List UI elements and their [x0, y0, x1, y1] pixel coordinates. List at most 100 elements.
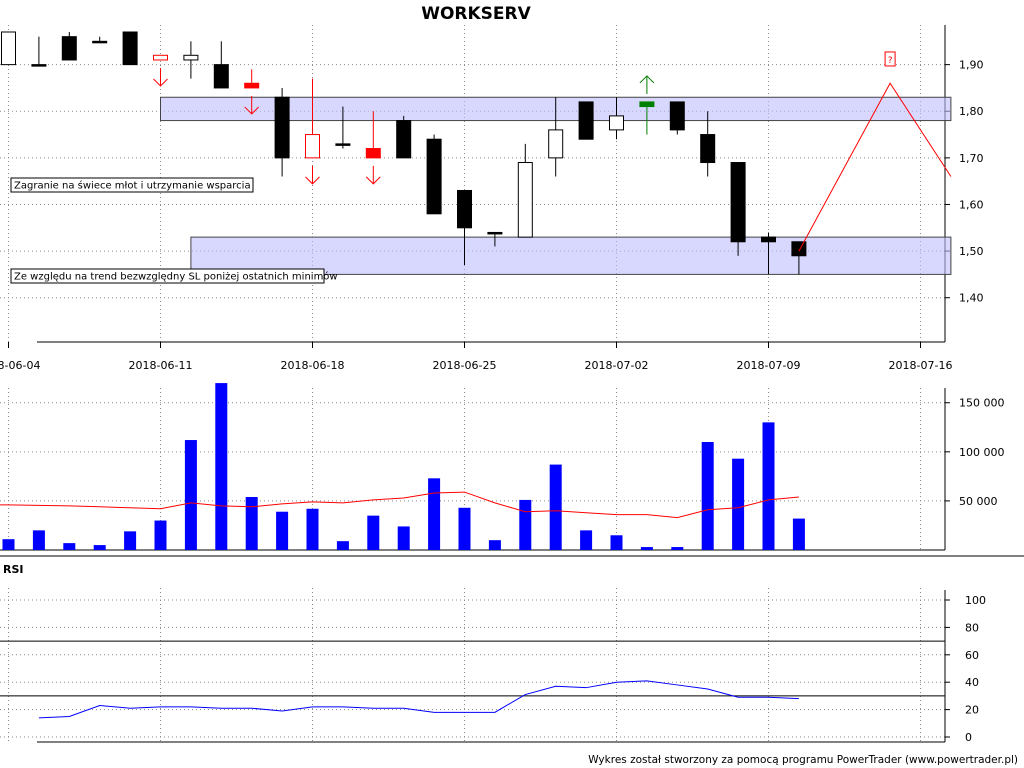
annotation-text: Ze względu na trend bezwzględny SL poniż… [14, 271, 338, 283]
buy-signal-arrow [639, 75, 655, 94]
volume-bar [519, 499, 532, 550]
arrow-head [305, 176, 320, 185]
candle-body [335, 143, 351, 146]
projection-marker: ? [888, 56, 893, 66]
volume-bar [93, 545, 106, 550]
volume-bar [792, 518, 805, 550]
volume-bar [306, 508, 319, 550]
volume-bar [32, 530, 45, 550]
annotation-box [10, 177, 254, 193]
arrow-head [639, 75, 655, 84]
date-label: 2018-06-04 [0, 359, 40, 372]
footer-credit: Wykres został stworzony za pomocą progra… [588, 754, 1018, 766]
candle-body [31, 64, 47, 67]
candle-body [244, 82, 260, 89]
projection-line [798, 82, 952, 252]
rsi-y-tick-label: 20 [965, 704, 979, 717]
candle-body [730, 162, 746, 243]
volume-bar [580, 530, 593, 550]
candle-body [213, 64, 229, 89]
rsi-line [38, 680, 799, 719]
price-y-tick-label: 1,40 [959, 292, 984, 305]
candle-body [396, 120, 412, 159]
candle-body [761, 236, 776, 243]
rsi-y-tick-label: 60 [965, 649, 979, 662]
volume-bar [124, 531, 137, 550]
volume-bar [245, 496, 258, 550]
volume-bar [215, 383, 228, 550]
candle-body [548, 129, 564, 159]
candle-body [669, 101, 685, 131]
candle-body [92, 40, 108, 44]
price-y-tick-label: 1,90 [959, 59, 984, 72]
volume-bar [671, 547, 684, 550]
candle-body [365, 148, 381, 159]
rsi-title: RSI [3, 563, 24, 576]
rsi-y-tick-label: 80 [965, 621, 979, 634]
candle-body [578, 101, 594, 140]
rsi-pane: RSI 0 20 40 60 80 100 [0, 563, 986, 744]
candle-body [791, 241, 807, 257]
arrow-head [365, 176, 381, 185]
volume-y-tick-label: 150 000 [959, 397, 1005, 410]
candle-body [487, 231, 503, 235]
volume-pane: 50 000 100 000 150 000 [0, 383, 1024, 557]
date-label: 2018-06-18 [281, 359, 345, 372]
volume-bar [458, 507, 471, 550]
candle-body [274, 96, 290, 159]
price-y-tick-label: 1,50 [959, 245, 984, 258]
date-label: 2018-07-09 [737, 359, 801, 372]
volume-bar [762, 422, 775, 550]
volume-bar [63, 543, 76, 550]
date-label: 2018-06-11 [129, 359, 193, 372]
candle-body [183, 54, 199, 61]
price-y-tick-label: 1,70 [959, 152, 984, 165]
candle-body [61, 36, 77, 61]
annotation-box [10, 268, 325, 284]
volume-bar [732, 458, 745, 550]
volume-bar [2, 539, 15, 550]
volume-bar [610, 535, 623, 550]
candle-body [1, 31, 16, 66]
sell-signal-arrow [153, 67, 168, 87]
price-pane: 1,40 1,50 1,60 1,70 1,80 1,90 2018-06-04 2018-0… [0, 25, 984, 372]
projection-marker-box [884, 51, 896, 67]
candle-body [305, 134, 320, 159]
date-label: 2018-07-16 [889, 359, 953, 372]
volume-bar [276, 511, 289, 550]
chart-title: WORKSERV [421, 4, 531, 24]
volume-bar [367, 515, 380, 550]
annotation-text: Zagranie na świece młot i utrzymanie wsp… [14, 180, 251, 192]
sell-signal-arrow [305, 165, 320, 185]
arrow-head [244, 106, 260, 115]
volume-y-tick-label: 50 000 [959, 495, 998, 508]
price-y-tick-label: 1,80 [959, 105, 984, 118]
candle-body [639, 101, 655, 108]
volume-moving-average [0, 491, 799, 519]
sell-signal-arrow [365, 165, 381, 185]
date-label: 2018-06-25 [433, 359, 497, 372]
candle-body [700, 134, 716, 164]
candle-body [122, 31, 138, 66]
rsi-y-tick-label: 0 [965, 731, 972, 744]
volume-bar [640, 547, 653, 550]
volume-y-tick-label: 100 000 [959, 446, 1005, 459]
sell-signal-arrow [244, 95, 260, 115]
volume-bar [549, 464, 562, 550]
volume-bar [428, 478, 441, 550]
candle-body [426, 138, 442, 215]
candle-body [457, 189, 472, 229]
date-label: 2018-07-02 [585, 359, 649, 372]
price-y-tick-label: 1,60 [959, 198, 984, 211]
volume-bar [488, 540, 501, 550]
candle-body [517, 162, 533, 238]
volume-bar [701, 442, 714, 550]
candle-body [609, 115, 624, 131]
rsi-y-tick-label: 40 [965, 676, 979, 689]
support-zone [190, 236, 952, 275]
candle-body [153, 54, 168, 61]
volume-bar [184, 440, 197, 550]
volume-bar [397, 526, 410, 550]
arrow-head [153, 78, 168, 87]
